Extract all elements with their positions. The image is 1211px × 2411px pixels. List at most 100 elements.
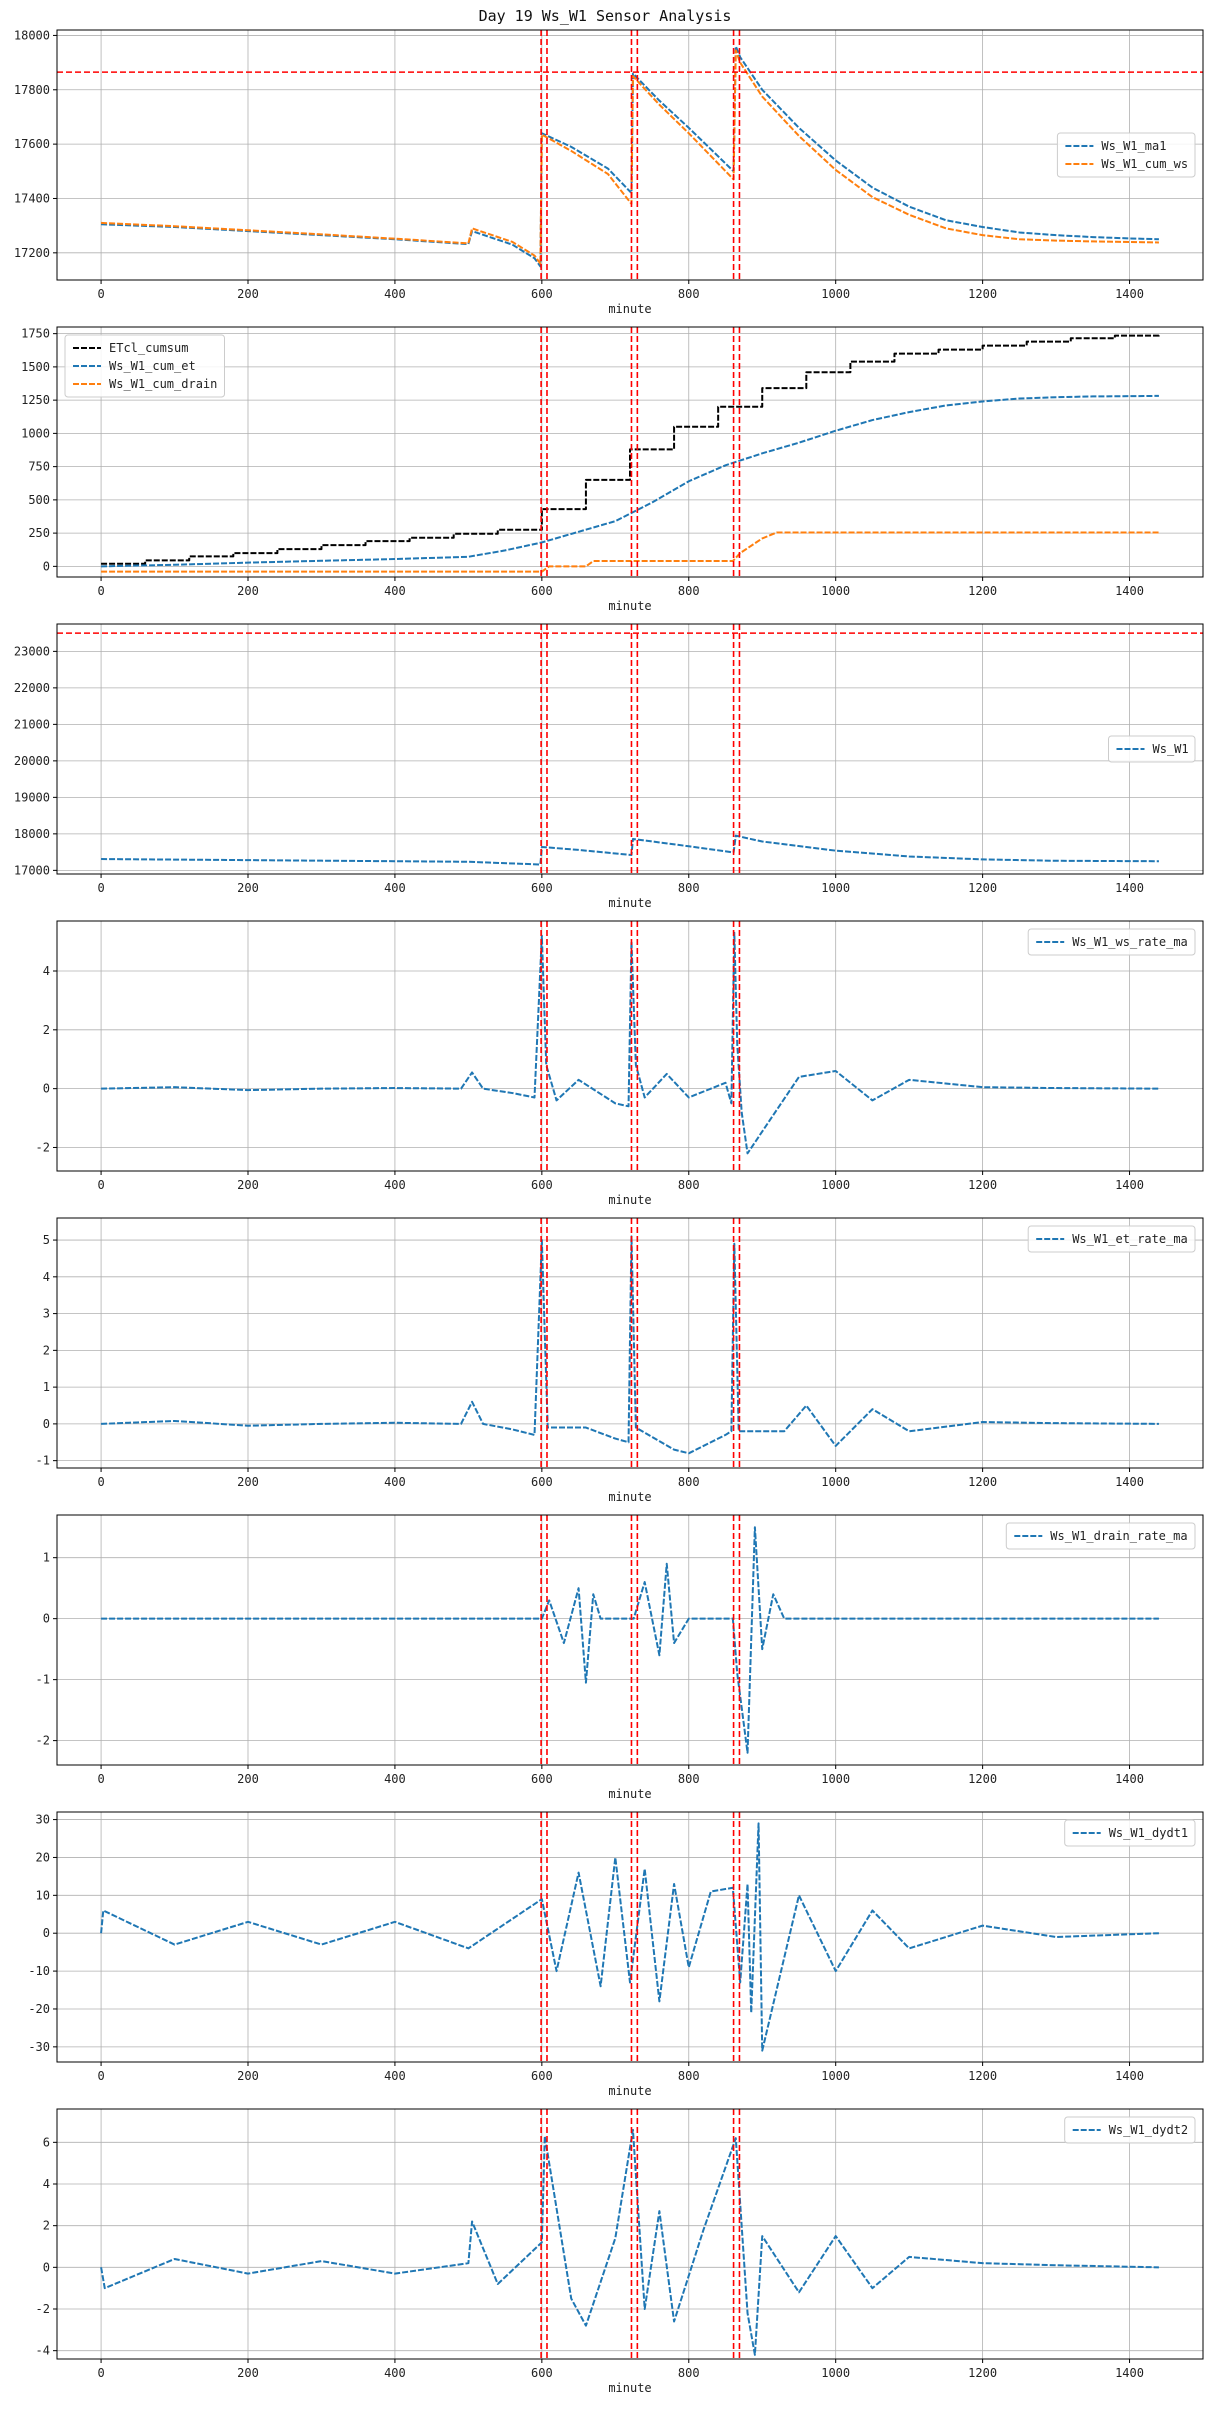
series-line-Ws_W1_cum_et [101, 394, 1159, 568]
x-tick-label: 1400 [1115, 1772, 1144, 1786]
y-tick-label: 2 [43, 2219, 50, 2233]
y-tick-label: 3 [43, 1307, 50, 1321]
x-tick-label: 200 [237, 584, 259, 598]
x-tick-label: 200 [237, 287, 259, 301]
y-tick-label: 18000 [14, 827, 50, 841]
series-line-ETcl_cumsum [101, 333, 1160, 565]
x-tick-label: 1400 [1115, 881, 1144, 895]
figure-title: Day 19 Ws_W1 Sensor Analysis [479, 7, 732, 25]
axes-frame [56, 2108, 1204, 2360]
x-tick-label: 400 [384, 1475, 406, 1489]
legend-label: Ws_W1_et_rate_ma [1072, 1232, 1188, 1246]
legend-label: Ws_W1_cum_drain [109, 377, 217, 391]
x-tick-label: 1200 [968, 1178, 997, 1192]
x-tick-label: 400 [384, 2366, 406, 2380]
legend: Ws_W1 [1108, 735, 1196, 763]
legend-box [1027, 928, 1196, 956]
y-tick-label: -1 [36, 1454, 50, 1468]
legend-label: Ws_W1 [1153, 742, 1189, 756]
series-line-Ws_W1_cum_ws [101, 49, 1159, 265]
x-axis-label: minute [608, 896, 651, 910]
legend: Ws_W1_dydt2 [1064, 2116, 1196, 2144]
plot-area [101, 327, 1160, 577]
plot-area [101, 1515, 1159, 1765]
y-tick-label: 2 [43, 1343, 50, 1357]
x-tick-label: 800 [678, 2069, 700, 2083]
y-tick-label: -2 [36, 2302, 50, 2316]
legend: ETcl_cumsum Ws_W1_cum_et Ws_W1_cum_drain [64, 334, 225, 398]
y-tick-label: 20000 [14, 754, 50, 768]
x-tick-label: 600 [531, 287, 553, 301]
x-tick-label: 0 [97, 2069, 104, 2083]
x-tick-label: 200 [237, 1475, 259, 1489]
legend-label: Ws_W1_cum_et [109, 359, 196, 373]
y-tick-label: 0 [43, 1612, 50, 1626]
legend-box [1064, 2116, 1196, 2144]
axes-frame [56, 1217, 1204, 1469]
x-tick-label: 400 [384, 584, 406, 598]
x-tick-label: 200 [237, 1772, 259, 1786]
y-tick-label: 0 [43, 1417, 50, 1431]
x-tick-label: 800 [678, 881, 700, 895]
x-tick-label: 1200 [968, 1772, 997, 1786]
x-tick-label: 200 [237, 2069, 259, 2083]
x-tick-label: 800 [678, 1178, 700, 1192]
x-tick-label: 1200 [968, 2069, 997, 2083]
x-axis-label: minute [608, 1787, 651, 1801]
x-tick-label: 400 [384, 881, 406, 895]
x-tick-label: 600 [531, 1475, 553, 1489]
y-tick-label: -1 [36, 1673, 50, 1687]
x-tick-label: 400 [384, 1178, 406, 1192]
y-tick-label: 17200 [14, 246, 50, 260]
x-tick-label: 1000 [821, 1475, 850, 1489]
y-tick-label: 0 [43, 1082, 50, 1096]
y-tick-label: 23000 [14, 644, 50, 658]
x-tick-label: 1400 [1115, 287, 1144, 301]
y-tick-label: 1250 [21, 393, 50, 407]
subplot-6: 0 200 400 600 800 1000 1200 1400 -2 -1 0 1 minute Ws_… [36, 1514, 1204, 1801]
x-axis-label: minute [608, 1193, 651, 1207]
x-tick-label: 0 [97, 1475, 104, 1489]
x-tick-label: 1200 [968, 881, 997, 895]
legend: Ws_W1_drain_rate_ma [1005, 1522, 1196, 1550]
subplot-2: 0 200 400 600 800 1000 1200 1400 0 250 500 750 1000 1… [21, 326, 1204, 613]
subplot-5: 0 200 400 600 800 1000 1200 1400 -1 0 1 2 3 4 5 minute W… [36, 1217, 1204, 1504]
legend-box [1027, 1225, 1196, 1253]
axes-frame [56, 623, 1204, 875]
x-tick-label: 400 [384, 1772, 406, 1786]
x-axis-label: minute [608, 302, 651, 316]
series-line-Ws_W1_drain_rate_ma [101, 1526, 1159, 1754]
x-tick-label: 1000 [821, 881, 850, 895]
x-tick-label: 400 [384, 287, 406, 301]
plot-area [57, 624, 1203, 874]
x-tick-label: 1400 [1115, 584, 1144, 598]
x-tick-label: 800 [678, 287, 700, 301]
y-tick-label: 1 [43, 1380, 50, 1394]
subplot-7: 0 200 400 600 800 1000 1200 1400 -30 -20 -10 0 10 20 3… [28, 1811, 1204, 2098]
y-tick-label: 250 [28, 526, 50, 540]
y-tick-label: 1000 [21, 426, 50, 440]
legend-box [1005, 1522, 1196, 1550]
x-tick-label: 600 [531, 1772, 553, 1786]
y-tick-label: 22000 [14, 681, 50, 695]
y-tick-label: 1750 [21, 327, 50, 341]
x-tick-label: 0 [97, 287, 104, 301]
x-tick-label: 0 [97, 1772, 104, 1786]
legend-box [1056, 132, 1196, 178]
legend: Ws_W1_ws_rate_ma [1027, 928, 1196, 956]
y-tick-label: 17600 [14, 137, 50, 151]
y-tick-label: -2 [36, 1140, 50, 1154]
legend: Ws_W1_dydt1 [1064, 1819, 1196, 1847]
y-tick-label: 18000 [14, 28, 50, 42]
y-tick-label: 1500 [21, 360, 50, 374]
x-axis-label: minute [608, 2381, 651, 2395]
x-axis-label: minute [608, 2084, 651, 2098]
y-tick-label: 0 [43, 2260, 50, 2274]
series-line-Ws_W1_ws_rate_ma [101, 931, 1159, 1155]
y-tick-label: 10 [36, 1888, 50, 1902]
subplot-4: 0 200 400 600 800 1000 1200 1400 -2 0 2 4 minute Ws_W… [36, 920, 1204, 1207]
legend-box [1064, 1819, 1196, 1847]
axes-frame [56, 29, 1204, 281]
x-tick-label: 0 [97, 1178, 104, 1192]
